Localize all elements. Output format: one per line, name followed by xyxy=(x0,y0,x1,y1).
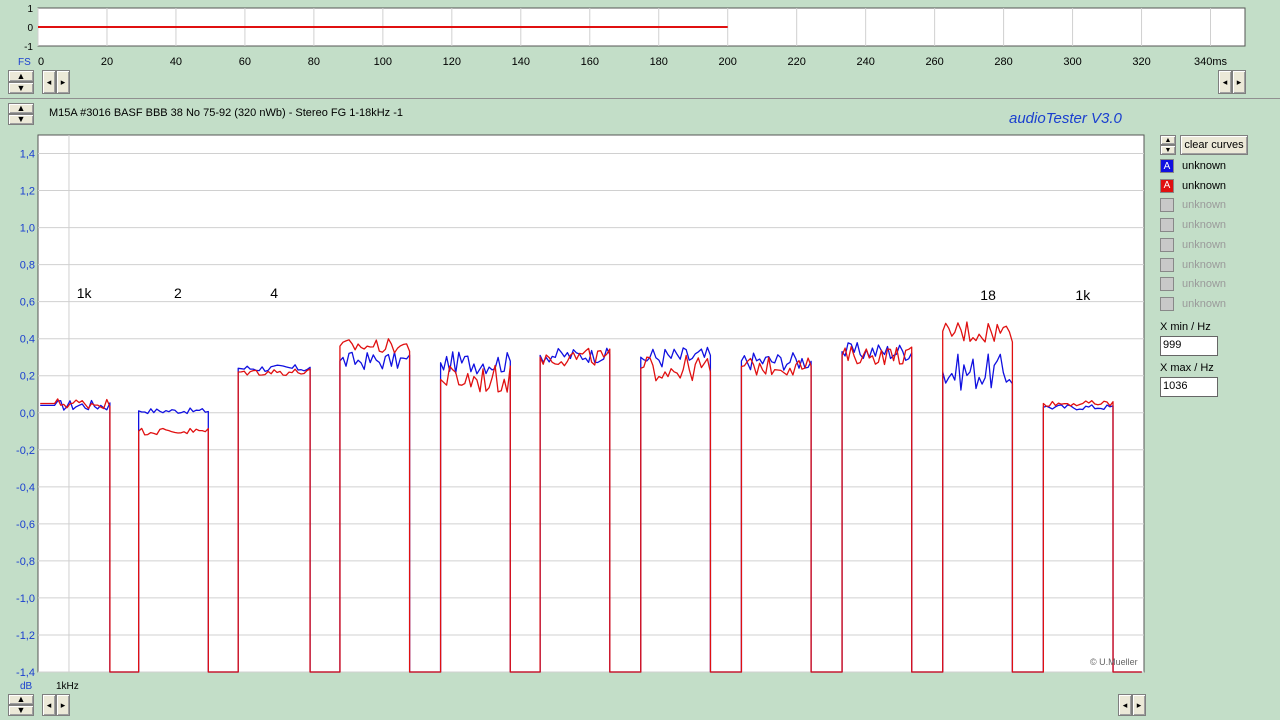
legend-label: unknown xyxy=(1182,297,1227,310)
curves-up-button[interactable]: ▲ xyxy=(1160,135,1176,145)
legend-swatch[interactable] xyxy=(1160,198,1174,213)
curves-down-button[interactable]: ▼ xyxy=(1160,145,1176,155)
plot-area xyxy=(37,134,1145,673)
strip-x-tick: 300 xyxy=(1063,56,1081,68)
annotation-label: 2 xyxy=(174,285,182,301)
header-down-button[interactable]: ▼ xyxy=(8,114,34,125)
strip-x-tick: 340ms xyxy=(1194,56,1228,68)
time-strip: 0 20 40 60 80 100 120 140 160 180 200 220 240 260 280 3… xyxy=(18,4,1246,68)
bottom-right-left-button[interactable]: ◂ xyxy=(1118,694,1132,716)
annotation-label: 1k xyxy=(77,285,93,301)
y-tick-label: -0,6 xyxy=(16,519,35,531)
bottom-left-button[interactable]: ◂ xyxy=(42,694,56,716)
strip-y-tick: 1 xyxy=(27,4,33,15)
y-tick-label: -0,2 xyxy=(16,445,35,457)
strip-x-tick: 120 xyxy=(443,56,461,68)
strip-x-tick: 60 xyxy=(239,56,251,68)
legend-swatch[interactable] xyxy=(1160,218,1174,233)
main-chart: 1,4 1,2 1,0 0,8 0,6 0,4 0,2 0,0 -0,2 -0,4 -0,6 -0,8… xyxy=(16,134,1145,679)
header-up-button[interactable]: ▲ xyxy=(8,103,34,114)
legend-item[interactable]: unknown xyxy=(1160,236,1226,254)
legend-label: unknown xyxy=(1182,278,1227,291)
y-tick-label: 1,4 xyxy=(20,149,35,161)
app-name: audioTester V3.0 xyxy=(1009,110,1122,127)
legend-item[interactable]: unknown xyxy=(1160,295,1226,313)
y-tick-label: 0,6 xyxy=(20,297,35,309)
test-title: M15A #3016 BASF BBB 38 No 75-92 (320 nWb… xyxy=(49,107,404,119)
xmax-input[interactable]: 1036 xyxy=(1160,377,1218,397)
strip-y-tick: 0 xyxy=(27,23,33,34)
legend-swatch[interactable] xyxy=(1160,296,1174,311)
y-tick-label: -0,4 xyxy=(16,482,35,494)
bottom-right-button[interactable]: ▸ xyxy=(56,694,70,716)
strip-x-tick: 140 xyxy=(512,56,530,68)
legend-swatch[interactable] xyxy=(1160,277,1174,292)
y-tick-label: 0,8 xyxy=(20,260,35,272)
strip-x-tick: 0 xyxy=(38,56,44,68)
strip-x-tick: 180 xyxy=(650,56,668,68)
legend-swatch[interactable] xyxy=(1160,257,1174,272)
bottom-right-right-button[interactable]: ▸ xyxy=(1132,694,1146,716)
strip-x-tick: 160 xyxy=(581,56,599,68)
y-tick-label: -1,2 xyxy=(16,630,35,642)
legend-swatch[interactable]: A xyxy=(1160,178,1174,193)
strip-x-tick: 20 xyxy=(101,56,113,68)
strip-right-right-button[interactable]: ▸ xyxy=(1232,70,1246,94)
strip-x-tick: 320 xyxy=(1132,56,1150,68)
strip-right-left-button[interactable]: ◂ xyxy=(1218,70,1232,94)
y-tick-label: 0,4 xyxy=(20,334,35,346)
strip-right-button[interactable]: ▸ xyxy=(56,70,70,94)
legend-swatch[interactable] xyxy=(1160,237,1174,252)
credit-label: © U.Mueller xyxy=(1090,657,1138,667)
legend-label: unknown xyxy=(1182,160,1227,172)
strip-x-tick: 100 xyxy=(374,56,392,68)
bottom-up-button[interactable]: ▲ xyxy=(8,694,34,705)
strip-y-label: FS xyxy=(18,57,31,68)
clear-curves-button[interactable]: clear curves xyxy=(1180,135,1248,155)
divider xyxy=(0,98,1280,99)
strip-scroll-up-button[interactable]: ▲ xyxy=(8,70,34,82)
legend-label: unknown xyxy=(1182,238,1227,251)
annotation-label: 1k xyxy=(1075,287,1091,303)
strip-x-tick: 220 xyxy=(788,56,806,68)
strip-x-tick: 40 xyxy=(170,56,182,68)
x-axis-label: 1kHz xyxy=(56,681,79,692)
legend-item[interactable]: unknown xyxy=(1160,275,1226,293)
legend-item[interactable]: unknown xyxy=(1160,256,1226,274)
bottom-down-button[interactable]: ▼ xyxy=(8,705,34,716)
strip-x-tick: 260 xyxy=(925,56,943,68)
xmin-label: X min / Hz xyxy=(1160,321,1211,333)
legend-swatch[interactable]: A xyxy=(1160,159,1174,173)
annotation-label: 4 xyxy=(270,285,278,301)
y-tick-label: -0,8 xyxy=(16,556,35,568)
xmin-input[interactable]: 999 xyxy=(1160,336,1218,356)
strip-left-button[interactable]: ◂ xyxy=(42,70,56,94)
strip-x-tick: 240 xyxy=(856,56,874,68)
y-tick-label: 1,2 xyxy=(20,186,35,198)
legend-label: unknown xyxy=(1182,219,1227,232)
strip-x-tick: 80 xyxy=(308,56,320,68)
strip-scroll-down-button[interactable]: ▼ xyxy=(8,82,34,94)
xmax-label: X max / Hz xyxy=(1160,362,1214,374)
y-tick-label: 1,0 xyxy=(20,223,35,235)
y-tick-label: 0,2 xyxy=(20,371,35,383)
y-tick-label: -1,0 xyxy=(16,593,35,605)
strip-x-tick: 280 xyxy=(994,56,1012,68)
legend-item[interactable]: unknown xyxy=(1160,216,1226,234)
y-axis-unit: dB xyxy=(20,681,33,692)
annotation-label: 18 xyxy=(980,287,996,303)
legend-label: unknown xyxy=(1182,258,1227,271)
series-2-line xyxy=(40,321,1142,673)
strip-x-tick: 200 xyxy=(719,56,737,68)
legend-label: unknown xyxy=(1182,199,1227,212)
y-tick-label: 0,0 xyxy=(20,408,35,420)
legend-label: unknown xyxy=(1182,179,1227,192)
legend-item[interactable]: unknown xyxy=(1160,196,1226,214)
y-tick-label: -1,4 xyxy=(16,667,35,679)
strip-y-tick: -1 xyxy=(24,42,33,53)
